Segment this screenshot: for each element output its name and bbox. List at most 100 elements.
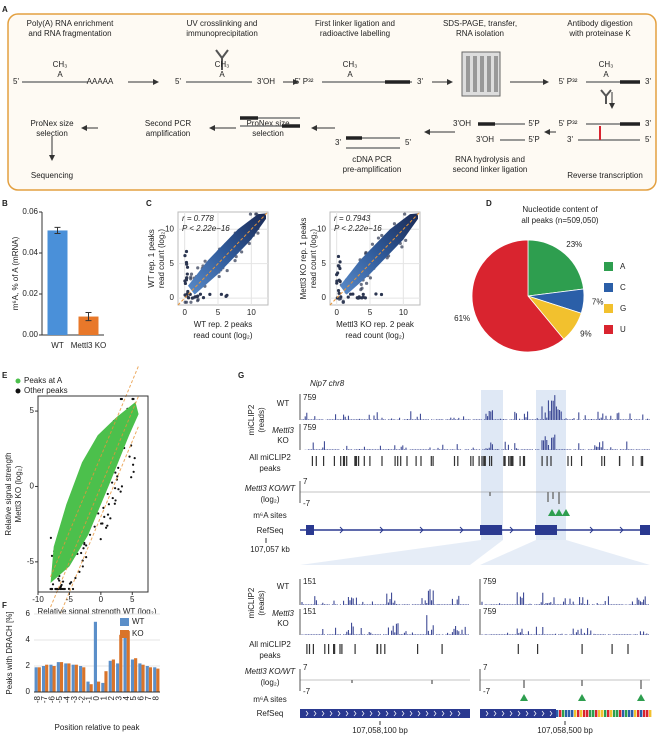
strand-chevron: [441, 710, 445, 717]
track-label: Mettl3 KO/WT: [245, 667, 296, 676]
track-label: peaks: [259, 651, 280, 660]
workflow-box: [7, 13, 657, 191]
bar: [74, 664, 78, 692]
x-tick-label: 10: [247, 308, 256, 317]
membrane-lane: [487, 56, 491, 92]
point-decor: [88, 533, 92, 536]
track-max: -7: [303, 687, 311, 696]
legend-label: Other peaks: [24, 386, 68, 395]
strand-chevron: [549, 710, 553, 717]
point-decor: [338, 260, 342, 264]
error-bar: [54, 226, 61, 235]
strand-chevron: [321, 710, 325, 717]
point-decor: [120, 485, 124, 488]
point-decor: [201, 296, 206, 300]
molecule-label: 5'P: [528, 135, 539, 144]
bar: [37, 667, 41, 692]
bar: [148, 667, 153, 692]
molecule-label: 3'OH: [453, 119, 471, 128]
point-decor: [62, 587, 65, 591]
error-bar: [85, 311, 92, 322]
track-max: 7: [483, 663, 488, 672]
step-label: ProNex size: [246, 119, 290, 128]
point-decor: [70, 581, 73, 584]
sequence-base: [571, 710, 574, 717]
step-label: amplification: [146, 129, 190, 138]
x-axis-label: Position relative to peak: [55, 723, 141, 732]
step-label: UV crosslinking and: [187, 19, 258, 28]
point-decor: [51, 583, 55, 586]
track-label: WT: [277, 399, 290, 408]
exon: [480, 709, 556, 718]
point-decor: [60, 583, 63, 587]
sequence-base: [616, 710, 619, 717]
track-label: Mettl3: [272, 426, 294, 435]
y-tick-label: 5: [30, 406, 35, 415]
track-max: -7: [483, 687, 491, 696]
sequence-base: [598, 710, 601, 717]
x-tick-label: 8: [151, 695, 160, 700]
point-decor: [208, 292, 212, 296]
sequence-base: [649, 710, 652, 717]
step-label: Reverse transcription: [567, 171, 643, 180]
sequence-base: [604, 710, 607, 717]
point-decor: [336, 254, 341, 259]
sequence-base: [646, 710, 649, 717]
strand-chevron: [379, 526, 384, 534]
bar: [78, 316, 99, 335]
point-decor: [59, 587, 62, 591]
sequence-base: [568, 710, 571, 717]
antibody: [215, 49, 229, 70]
sequence-base: [562, 710, 565, 717]
track-label: WT: [277, 582, 290, 591]
strand-chevron: [525, 710, 529, 717]
y-tick-label: 0: [30, 482, 35, 491]
step-label: selection: [36, 129, 68, 138]
point-decor: [404, 238, 408, 243]
peak-ticks: [306, 644, 443, 654]
y-axis-label: Mettl3 KO rep. 1 peaks: [299, 218, 308, 300]
molecule-label: A: [347, 70, 353, 79]
y-tick-label: 6: [26, 609, 31, 618]
strand-chevron: [485, 710, 489, 717]
bar: [141, 664, 145, 692]
reference-line: [50, 395, 140, 608]
point-decor: [337, 291, 341, 295]
point-decor: [256, 231, 260, 235]
molecule-label: 3': [335, 138, 341, 147]
molecule-label: 3': [645, 77, 651, 86]
membrane-lane: [480, 56, 484, 92]
point-decor: [114, 471, 117, 474]
point-decor: [233, 259, 237, 263]
point-decor: [217, 274, 221, 279]
strand-chevron: [589, 526, 594, 534]
point-decor: [85, 544, 88, 547]
point-decor: [117, 466, 120, 469]
panel-label: B: [2, 199, 8, 208]
step-label: RNA isolation: [456, 29, 504, 38]
coverage-track: [481, 592, 649, 605]
point-decor: [99, 538, 102, 541]
point-decor: [61, 580, 65, 583]
bar: [82, 667, 86, 692]
track-label: KO: [277, 436, 289, 445]
molecule-label: A: [603, 70, 609, 79]
track-max: 151: [303, 607, 317, 616]
point-decor: [198, 292, 203, 296]
reference-line: [50, 365, 140, 578]
point-decor: [83, 543, 86, 546]
track-label: (log₂): [260, 678, 279, 687]
panel-label: G: [238, 371, 244, 380]
molecule-label: 3'OH: [257, 77, 275, 86]
point-decor: [50, 587, 53, 591]
x-tick-label: -3: [70, 695, 79, 703]
point-decor: [336, 288, 341, 293]
bar: [86, 681, 90, 692]
molecule-label: 5' P³²: [559, 77, 578, 86]
point-decor: [339, 295, 343, 299]
strand-chevron: [393, 710, 397, 717]
point-decor: [361, 292, 365, 296]
track-label: All miCLIP2: [249, 453, 291, 462]
point-decor: [337, 278, 341, 282]
bar: [71, 664, 75, 692]
